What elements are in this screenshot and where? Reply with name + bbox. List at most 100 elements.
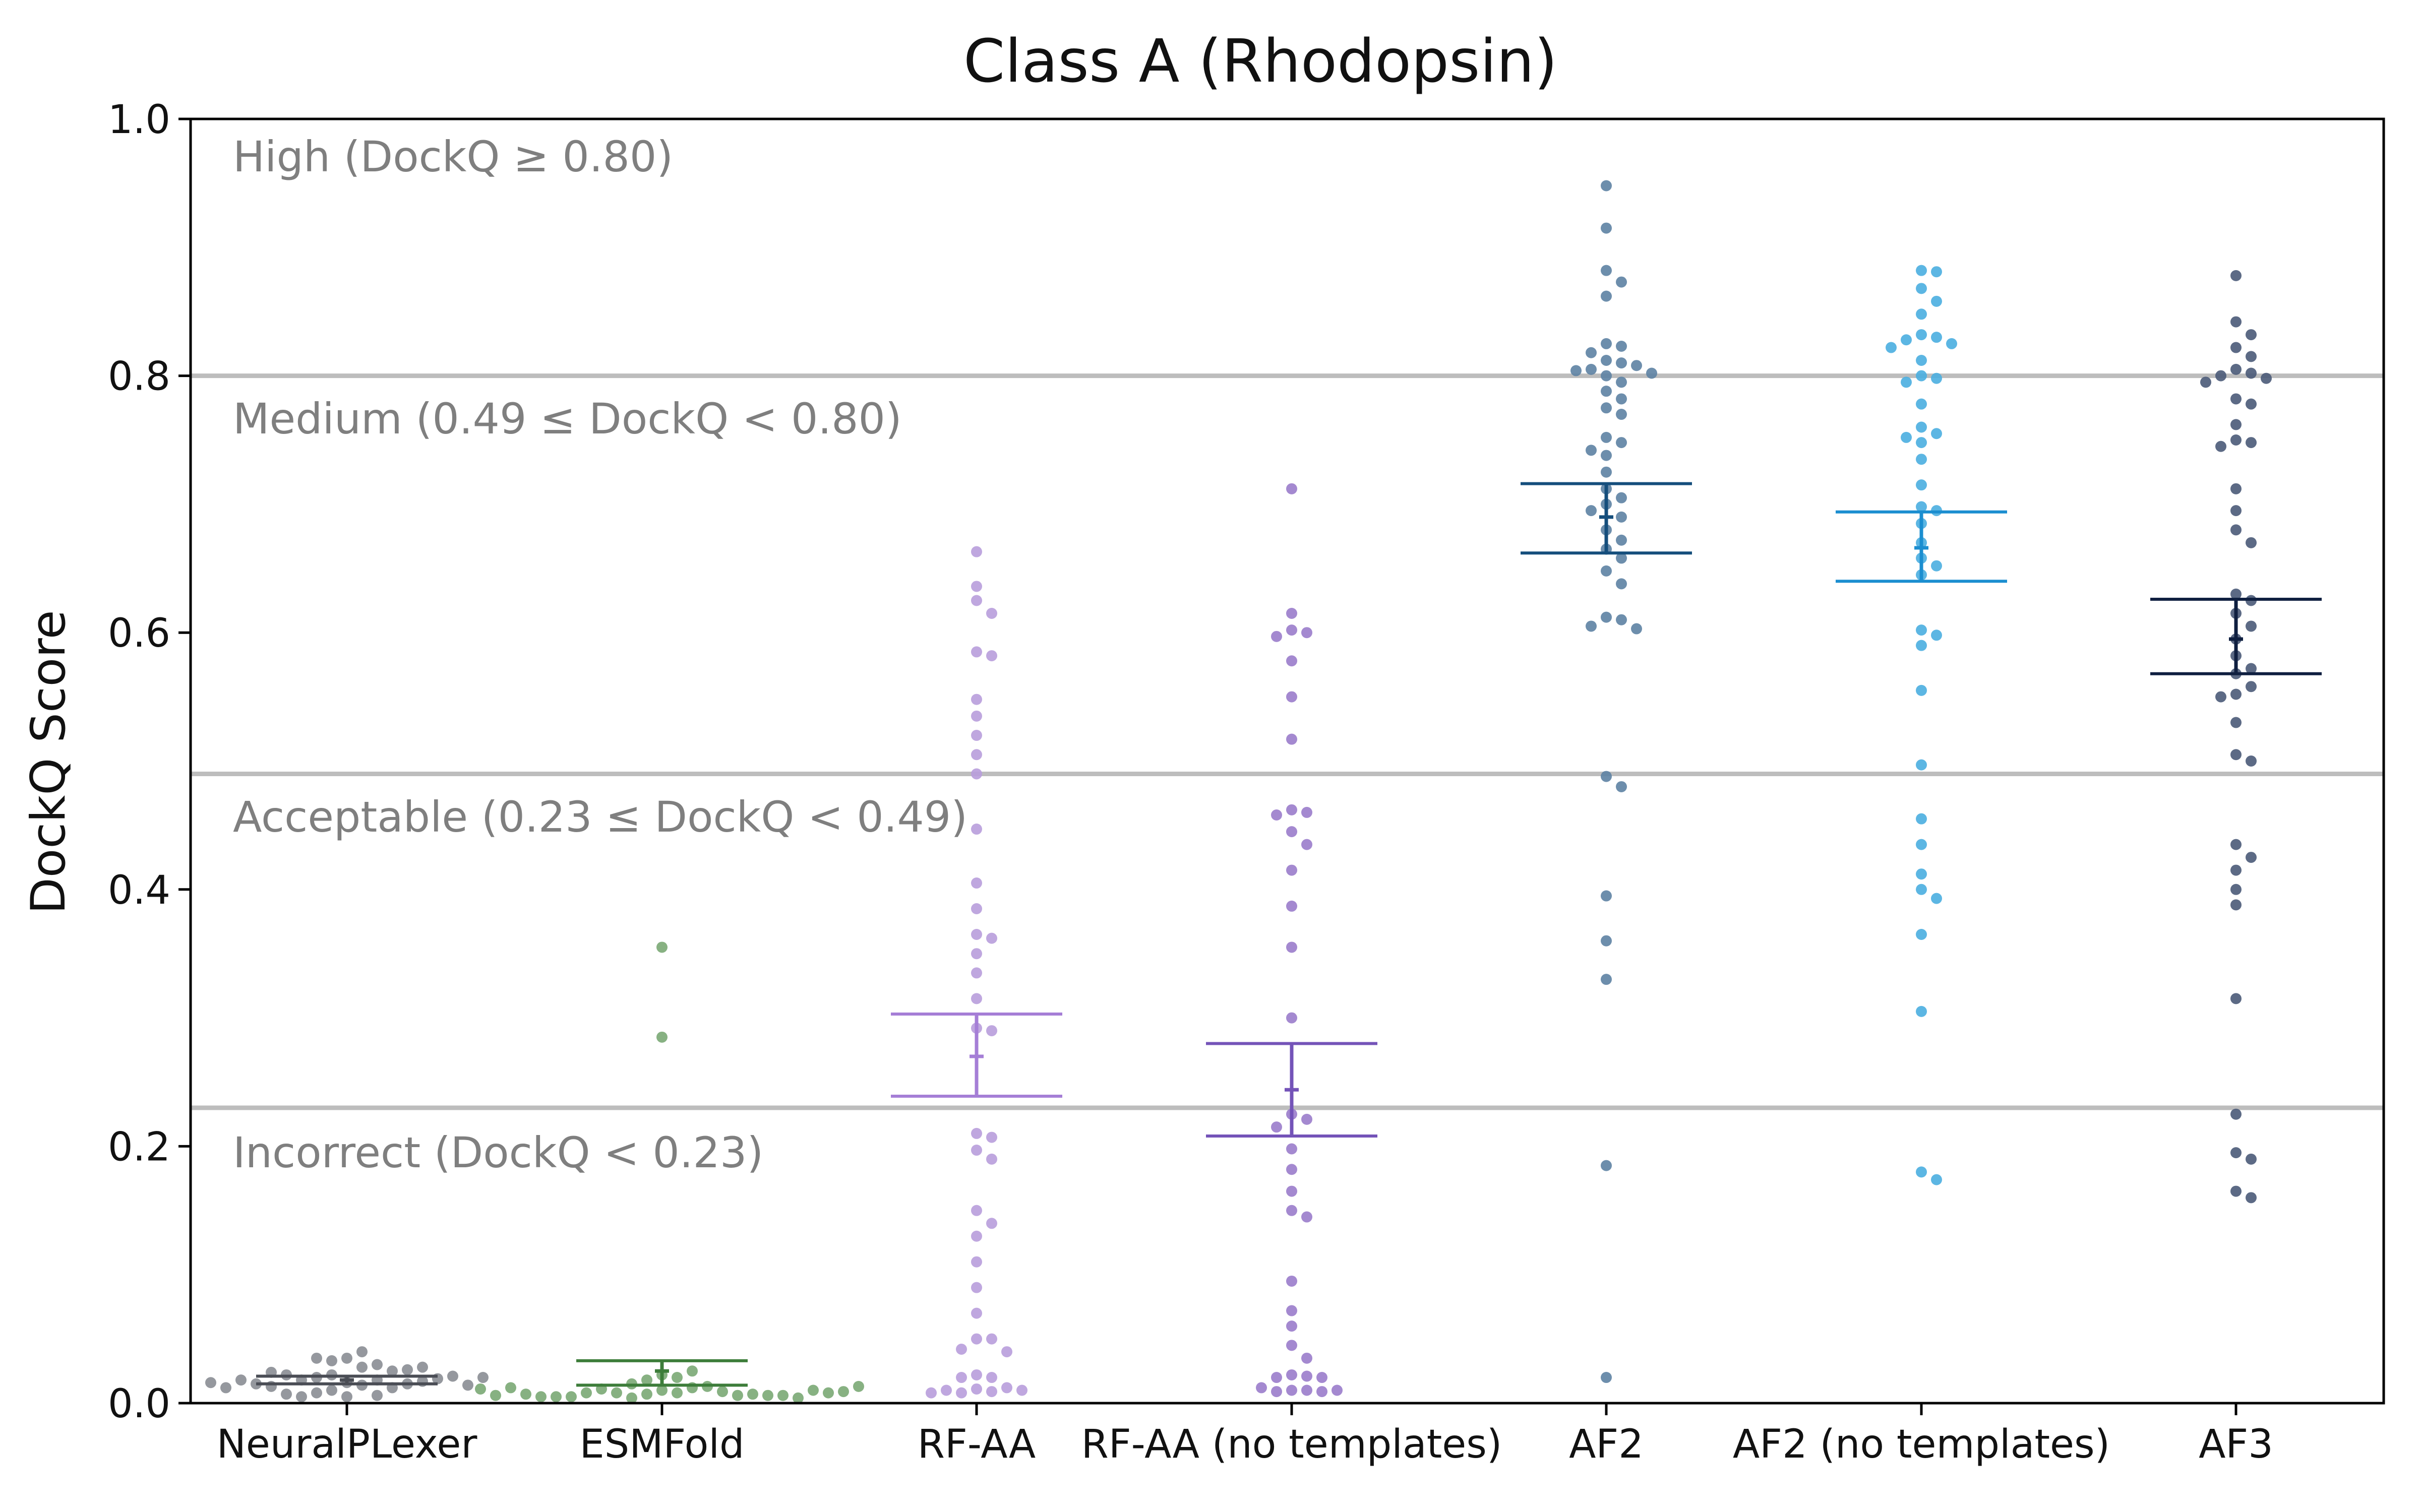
data-point: [1286, 624, 1297, 636]
data-point: [1601, 338, 1612, 349]
data-point: [971, 1230, 982, 1242]
data-point: [971, 710, 982, 722]
data-point: [2215, 440, 2226, 452]
data-point: [2230, 393, 2242, 405]
threshold-label: Incorrect (DockQ < 0.23): [233, 1128, 763, 1177]
data-point: [356, 1346, 368, 1358]
data-point: [1916, 640, 1927, 651]
data-point: [2230, 505, 2242, 517]
data-point: [1931, 372, 1942, 384]
data-point: [971, 1369, 982, 1380]
data-point: [1301, 1211, 1312, 1223]
data-point: [808, 1384, 819, 1396]
data-point: [2230, 864, 2242, 876]
x-tick-label: AF3: [2199, 1422, 2273, 1467]
data-point: [2230, 588, 2242, 600]
data-point: [1286, 804, 1297, 815]
data-point: [1916, 479, 1927, 491]
data-point: [971, 595, 982, 606]
data-point: [971, 730, 982, 741]
data-point: [1601, 466, 1612, 478]
data-point: [2230, 316, 2242, 328]
x-tick-label: RF-AA: [918, 1422, 1036, 1467]
data-point: [986, 1131, 997, 1143]
data-point: [1256, 1382, 1267, 1394]
data-point: [1586, 505, 1597, 517]
data-point: [296, 1391, 307, 1403]
data-point: [2230, 434, 2242, 446]
data-point: [853, 1380, 864, 1392]
data-point: [971, 768, 982, 780]
data-point: [1586, 445, 1597, 456]
data-point: [220, 1382, 231, 1394]
data-point: [1631, 623, 1642, 635]
data-point: [971, 1383, 982, 1395]
data-point: [372, 1390, 383, 1401]
data-point: [1286, 1143, 1297, 1155]
data-point: [2230, 884, 2242, 895]
data-point: [717, 1386, 728, 1398]
data-point: [1901, 376, 1912, 388]
data-point: [793, 1392, 804, 1404]
data-point: [2215, 691, 2226, 703]
data-point: [2230, 688, 2242, 700]
data-point: [1301, 1352, 1312, 1364]
threshold-label: Medium (0.49 ≤ DockQ < 0.80): [233, 394, 902, 444]
data-point: [1301, 1113, 1312, 1125]
y-tick-label: 0.2: [108, 1124, 170, 1170]
threshold-label: High (DockQ ≥ 0.80): [233, 132, 673, 181]
data-point: [838, 1386, 849, 1398]
data-point: [1916, 398, 1927, 410]
data-point: [641, 1374, 652, 1386]
data-point: [2230, 1147, 2242, 1159]
data-point: [1616, 340, 1627, 352]
data-point: [1301, 839, 1312, 850]
data-point: [311, 1352, 322, 1364]
data-point: [2246, 1192, 2257, 1204]
data-point: [1601, 386, 1612, 397]
data-point: [762, 1390, 773, 1401]
data-point: [2246, 620, 2257, 632]
data-point: [732, 1390, 743, 1401]
y-axis-label: DockQ Score: [21, 610, 76, 914]
data-point: [986, 1153, 997, 1165]
data-point: [2246, 681, 2257, 692]
threshold-label: Acceptable (0.23 ≤ DockQ < 0.49): [233, 792, 967, 842]
data-point: [1601, 431, 1612, 443]
data-point: [1601, 1372, 1612, 1383]
data-point: [656, 1384, 668, 1396]
x-tick-label: AF2 (no templates): [1733, 1422, 2110, 1467]
data-point: [326, 1384, 337, 1396]
data-point: [372, 1359, 383, 1370]
data-point: [1616, 409, 1627, 420]
data-point: [1931, 893, 1942, 904]
data-point: [1286, 941, 1297, 953]
data-point: [1931, 428, 1942, 439]
data-point: [2200, 376, 2211, 388]
data-point: [1271, 1386, 1282, 1398]
data-point: [1916, 501, 1927, 513]
data-point: [1286, 607, 1297, 619]
x-tick-label: RF-AA (no templates): [1081, 1422, 1502, 1467]
data-point: [1601, 935, 1612, 947]
data-point: [2230, 483, 2242, 494]
data-point: [1286, 900, 1297, 912]
data-point: [2246, 755, 2257, 767]
data-point: [326, 1355, 337, 1366]
data-point: [1616, 492, 1627, 503]
data-point: [1601, 974, 1612, 985]
data-point: [656, 941, 668, 953]
data-point: [1916, 454, 1927, 465]
data-point: [1916, 1005, 1927, 1017]
data-point: [2230, 270, 2242, 281]
data-point: [626, 1392, 637, 1404]
data-point: [986, 1333, 997, 1345]
data-point: [672, 1387, 683, 1399]
y-tick-label: 1.0: [108, 97, 170, 143]
data-point: [1616, 578, 1627, 590]
data-point: [2246, 852, 2257, 863]
data-point: [2246, 437, 2257, 449]
data-point: [1601, 180, 1612, 192]
data-point: [986, 1218, 997, 1229]
data-point: [1601, 1160, 1612, 1171]
